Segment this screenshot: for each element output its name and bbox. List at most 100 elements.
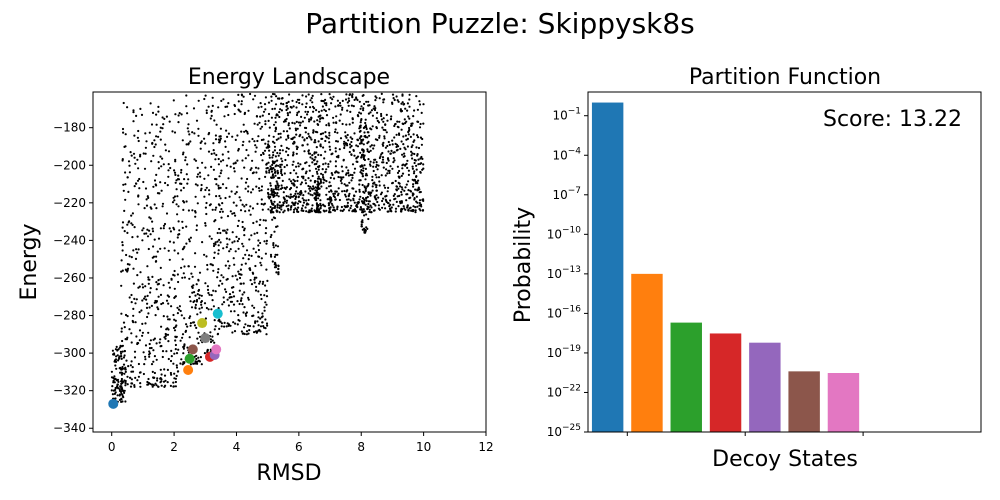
background-point xyxy=(169,166,172,170)
background-point xyxy=(308,169,311,172)
background-point xyxy=(161,202,165,205)
background-point xyxy=(283,198,286,201)
background-point xyxy=(251,188,254,191)
background-point xyxy=(311,161,314,164)
background-point xyxy=(214,177,217,181)
background-point xyxy=(178,233,181,236)
background-point xyxy=(376,119,379,122)
background-point xyxy=(156,192,160,195)
background-point xyxy=(345,172,348,175)
background-point xyxy=(390,115,393,118)
background-point xyxy=(400,201,403,204)
background-point xyxy=(136,251,139,254)
background-point xyxy=(185,200,188,203)
background-point xyxy=(358,125,361,128)
background-point xyxy=(385,161,388,165)
background-point xyxy=(262,219,265,222)
background-point xyxy=(121,350,124,353)
x-tick-label: 6 xyxy=(295,440,303,454)
background-point xyxy=(155,260,158,263)
background-point xyxy=(189,322,192,325)
background-point xyxy=(353,98,356,101)
background-point xyxy=(360,220,363,223)
background-point xyxy=(122,131,125,134)
background-point xyxy=(256,123,259,126)
background-point xyxy=(264,318,267,321)
background-point xyxy=(267,101,271,104)
background-point xyxy=(277,164,280,167)
background-point xyxy=(271,156,274,159)
background-point xyxy=(159,155,162,158)
background-point xyxy=(138,329,142,332)
background-point xyxy=(163,374,167,377)
background-point xyxy=(127,190,130,193)
background-point xyxy=(324,162,327,165)
background-point xyxy=(369,194,372,197)
background-point xyxy=(257,244,260,247)
background-point xyxy=(156,377,159,380)
background-point xyxy=(306,143,309,146)
background-point xyxy=(148,131,151,134)
background-point xyxy=(268,154,271,157)
background-point xyxy=(247,185,250,188)
x-tick-label: 10 xyxy=(416,440,431,454)
background-point xyxy=(417,158,420,161)
background-point xyxy=(250,167,253,170)
background-point xyxy=(406,102,409,105)
background-point xyxy=(261,282,264,285)
background-point xyxy=(317,197,320,200)
background-point xyxy=(205,255,208,258)
background-point xyxy=(242,140,245,143)
background-point xyxy=(148,350,151,353)
background-point xyxy=(269,167,272,171)
background-point xyxy=(136,235,139,238)
background-point xyxy=(217,307,220,310)
background-point xyxy=(283,165,286,169)
background-point xyxy=(162,123,165,126)
background-point xyxy=(380,112,383,116)
background-point xyxy=(277,267,280,271)
background-point xyxy=(229,310,233,313)
background-point xyxy=(279,166,282,169)
background-point xyxy=(312,185,315,188)
background-point xyxy=(198,294,201,297)
background-point xyxy=(324,150,327,153)
background-point xyxy=(348,143,352,146)
background-point xyxy=(146,195,149,198)
background-point xyxy=(382,144,385,147)
background-point xyxy=(342,159,345,162)
background-point xyxy=(132,267,135,270)
background-point xyxy=(233,112,236,116)
background-point xyxy=(378,156,381,160)
background-point xyxy=(268,156,271,159)
background-point xyxy=(170,373,173,376)
background-point xyxy=(399,185,402,188)
background-point xyxy=(273,255,276,258)
background-point xyxy=(182,208,185,211)
y-tick-label: 10−13 xyxy=(547,265,581,281)
background-point xyxy=(255,115,259,118)
background-point xyxy=(166,294,169,297)
background-point xyxy=(203,253,206,256)
background-point xyxy=(407,173,410,176)
background-point xyxy=(180,189,183,192)
background-point xyxy=(408,117,411,120)
background-point xyxy=(255,285,258,288)
background-point xyxy=(369,145,372,148)
background-point xyxy=(415,195,418,198)
background-point xyxy=(273,263,276,266)
background-point xyxy=(159,130,162,133)
background-point xyxy=(198,171,201,174)
background-point xyxy=(188,238,191,241)
background-point xyxy=(245,249,249,252)
background-point xyxy=(274,174,277,177)
background-point xyxy=(243,291,246,294)
background-point xyxy=(203,195,206,198)
background-point xyxy=(132,321,135,324)
background-point xyxy=(218,204,221,207)
background-point xyxy=(197,127,200,130)
background-point xyxy=(227,157,230,160)
background-point xyxy=(362,190,365,193)
background-point xyxy=(343,140,346,143)
background-point xyxy=(246,324,250,327)
